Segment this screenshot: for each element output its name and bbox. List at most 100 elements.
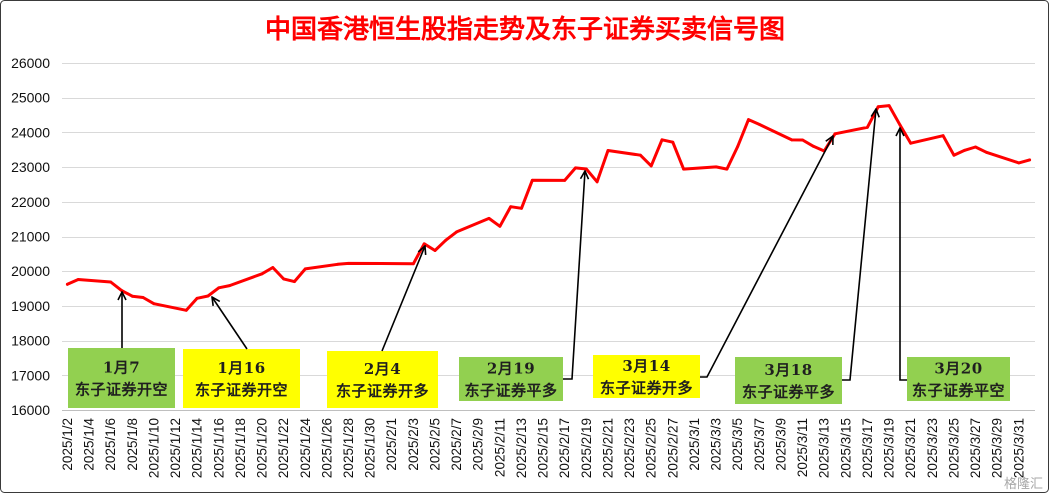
signal-arrow [381, 246, 425, 352]
data-point [682, 167, 685, 171]
x-tick-label: 2025/1/20 [255, 418, 270, 478]
y-tick-label: 19000 [11, 298, 50, 314]
x-tick-label: 2025/2/23 [622, 418, 637, 478]
data-point [952, 153, 956, 157]
x-tick-label: 2025/2/13 [514, 418, 529, 478]
data-point [184, 308, 188, 312]
signal-date-label: 2月4 [364, 360, 401, 378]
signal-date-label: 3月20 [934, 360, 982, 378]
x-axis-labels: 2025/1/2 2025/1/4 2025/1/6 2025/1/8 2025/1/1… [60, 418, 1026, 479]
y-tick-label: 17000 [11, 367, 50, 383]
data-point [293, 280, 296, 283]
x-tick-label: 2025/3/11 [795, 418, 810, 477]
x-tick-label: 2025/1/4 [82, 418, 97, 471]
data-point [455, 230, 458, 234]
signal-arrow [563, 171, 585, 380]
data-point [725, 167, 729, 171]
signal-box [327, 351, 438, 408]
x-tick-label: 2025/3/7 [752, 418, 767, 471]
data-point [747, 118, 750, 121]
data-point [530, 178, 534, 182]
data-point [260, 272, 264, 276]
y-tick-label: 26000 [11, 55, 50, 71]
x-tick-label: 2025/1/6 [103, 418, 118, 471]
y-axis-labels: 16000 17000 18000 19000 20000 21000 22000 23000… [11, 55, 50, 418]
x-tick-label: 2025/2/9 [471, 418, 486, 471]
x-tick-label: 2025/3/27 [968, 418, 983, 478]
y-tick-label: 21000 [11, 229, 50, 245]
data-point [444, 238, 448, 242]
data-point [595, 180, 599, 184]
signal-text: 东子证券开多 [600, 379, 693, 397]
x-tick-label: 2025/2/19 [579, 418, 594, 478]
data-point [887, 104, 891, 107]
signal-box [459, 357, 563, 401]
data-point [866, 125, 869, 129]
signal-date-label: 1月16 [217, 359, 265, 377]
signal-annotation: 3月18 东子证券平多 [735, 357, 842, 404]
data-point [639, 153, 642, 157]
x-tick-label: 2025/3/5 [730, 418, 745, 471]
x-tick-label: 2025/3/9 [773, 418, 788, 471]
data-point [520, 206, 523, 210]
data-point [985, 150, 988, 154]
signal-text: 东子证券平多 [464, 382, 557, 400]
data-point [433, 249, 437, 252]
x-tick-label: 2025/2/7 [449, 418, 464, 471]
data-point [649, 164, 653, 168]
x-tick-label: 2025/1/22 [276, 418, 291, 478]
signal-text: 东子证券平空 [912, 382, 1005, 400]
data-point [109, 280, 113, 284]
data-point [1017, 161, 1021, 165]
x-tick-label: 2025/2/11 [492, 418, 507, 477]
data-point [574, 166, 577, 170]
data-point [606, 149, 610, 152]
data-point [422, 242, 426, 246]
signal-annotations: 1月7东子证券开空1月16东子证券开空2月4东子证券开多2月19东子证券平多3月… [68, 348, 1010, 408]
data-point [876, 105, 880, 109]
data-point [963, 148, 967, 152]
x-tick-label: 2025/3/23 [925, 418, 940, 478]
signal-text: 东子证券开多 [336, 382, 429, 400]
data-point [152, 302, 156, 306]
data-point [509, 205, 513, 209]
x-tick-label: 2025/3/17 [860, 418, 875, 478]
data-point [584, 167, 588, 171]
data-point [757, 123, 761, 126]
signal-arrow [842, 109, 876, 381]
x-tick-label: 2025/2/21 [600, 418, 615, 478]
data-point [66, 282, 69, 286]
data-point [271, 266, 275, 269]
signal-date-label: 1月7 [103, 359, 140, 377]
x-tick-label: 2025/1/16 [211, 418, 226, 478]
data-point [833, 132, 837, 136]
data-point [282, 277, 285, 281]
x-tick-label: 2025/3/25 [946, 418, 961, 478]
signal-date-label: 3月18 [764, 361, 812, 379]
y-tick-label: 20000 [11, 263, 50, 279]
signal-box [68, 348, 175, 408]
x-tick-label: 2025/1/12 [168, 418, 183, 478]
data-point [801, 138, 804, 142]
x-tick-label: 2025/3/31 [1011, 418, 1026, 478]
x-tick-label: 2025/1/26 [319, 418, 334, 478]
data-point [206, 294, 210, 298]
x-tick-label: 2025/1/24 [298, 418, 313, 479]
data-point [228, 284, 232, 287]
data-point [671, 140, 675, 144]
data-point [217, 286, 221, 290]
watermark: 格隆汇 [1004, 476, 1043, 492]
y-tick-label: 22000 [11, 194, 50, 210]
signal-annotation: 3月14 东子证券开多 [593, 355, 700, 398]
signal-box [907, 357, 1010, 401]
x-tick-label: 2025/2/25 [644, 418, 659, 478]
data-point [347, 262, 350, 265]
signal-date-label: 2月19 [487, 360, 535, 378]
x-tick-label: 2025/1/2 [60, 418, 75, 471]
signal-arrow [900, 128, 907, 381]
signal-annotation: 2月4 东子证券开多 [327, 351, 438, 408]
y-tick-label: 16000 [11, 402, 50, 418]
signal-annotation: 2月19 东子证券平多 [459, 357, 563, 401]
signal-text: 东子证券平多 [742, 383, 835, 401]
x-tick-label: 2025/3/15 [838, 418, 853, 478]
